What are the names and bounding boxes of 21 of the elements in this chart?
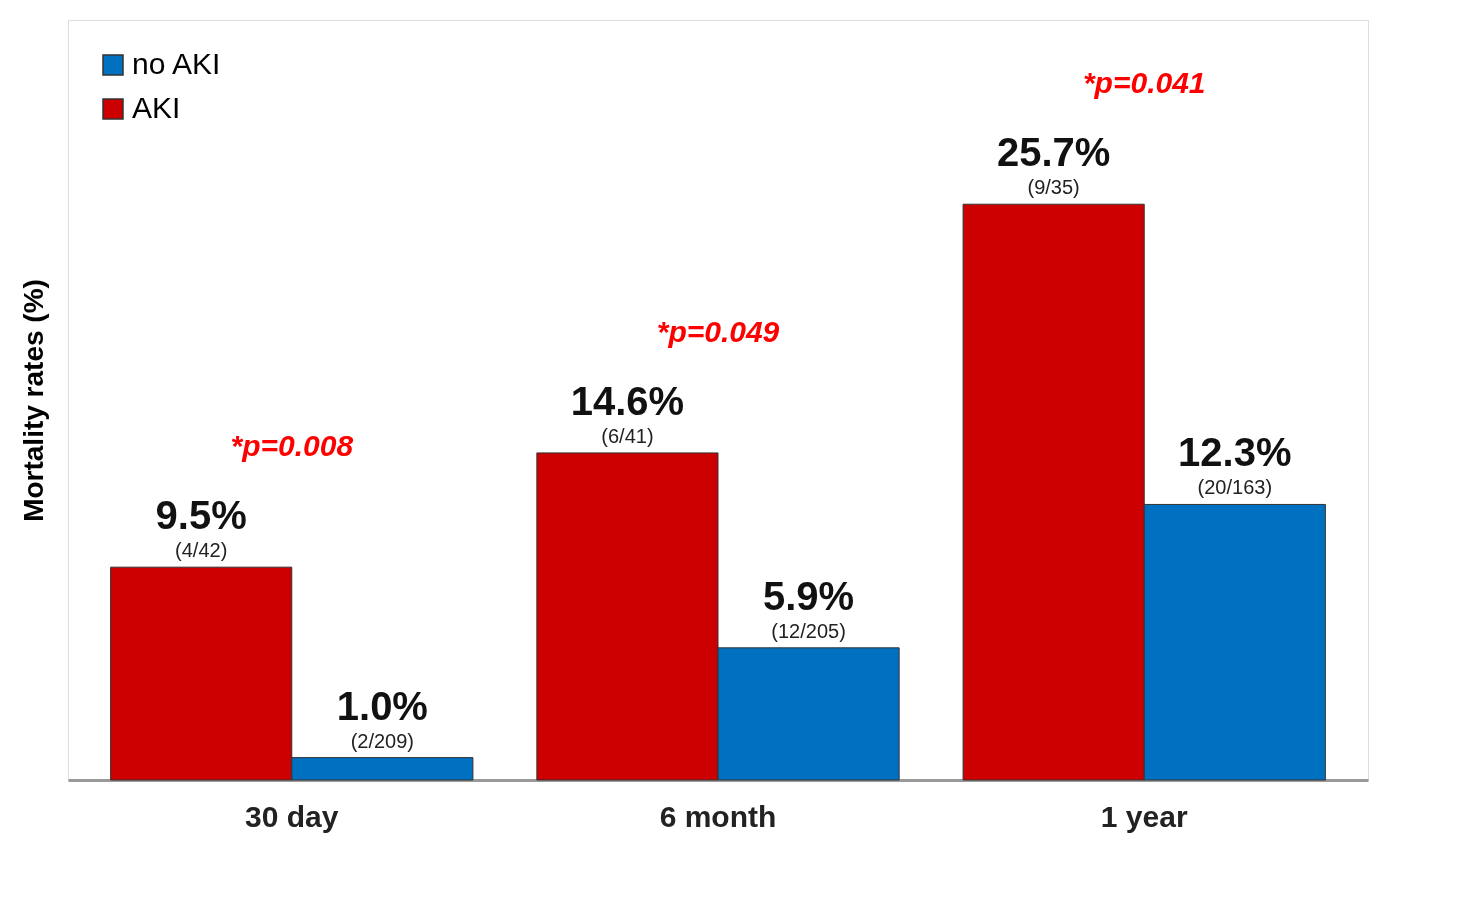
annotation: (12/205) [771,619,846,642]
y-axis-title: Mortality rates (%) [17,279,49,522]
legend-label: AKI [132,91,181,124]
annotation: (4/42) [175,539,228,562]
annotation: (6/41) [601,424,654,447]
annotation: (20/163) [1197,476,1273,499]
x-tick-label: 1 year [1100,799,1188,833]
annotation: (2/209) [350,729,415,752]
data-label: 1.0% [336,683,428,728]
text: *p=0.041 [1082,66,1206,100]
x-tick-label: 6 month [659,799,777,833]
x-tick-label: 30 day [245,799,339,833]
data-label: 9.5% [155,493,247,538]
text: (9/35) [1027,176,1080,199]
data-label: 14.6% [570,378,685,423]
data-label: 12.3% [1178,430,1292,475]
annotation: *p=0.008 [230,429,354,463]
legend-label: no AKI [132,47,221,80]
data-label: 25.7% [996,130,1111,175]
annotation: *p=0.049 [656,314,780,348]
data-label: 5.9% [762,573,855,618]
